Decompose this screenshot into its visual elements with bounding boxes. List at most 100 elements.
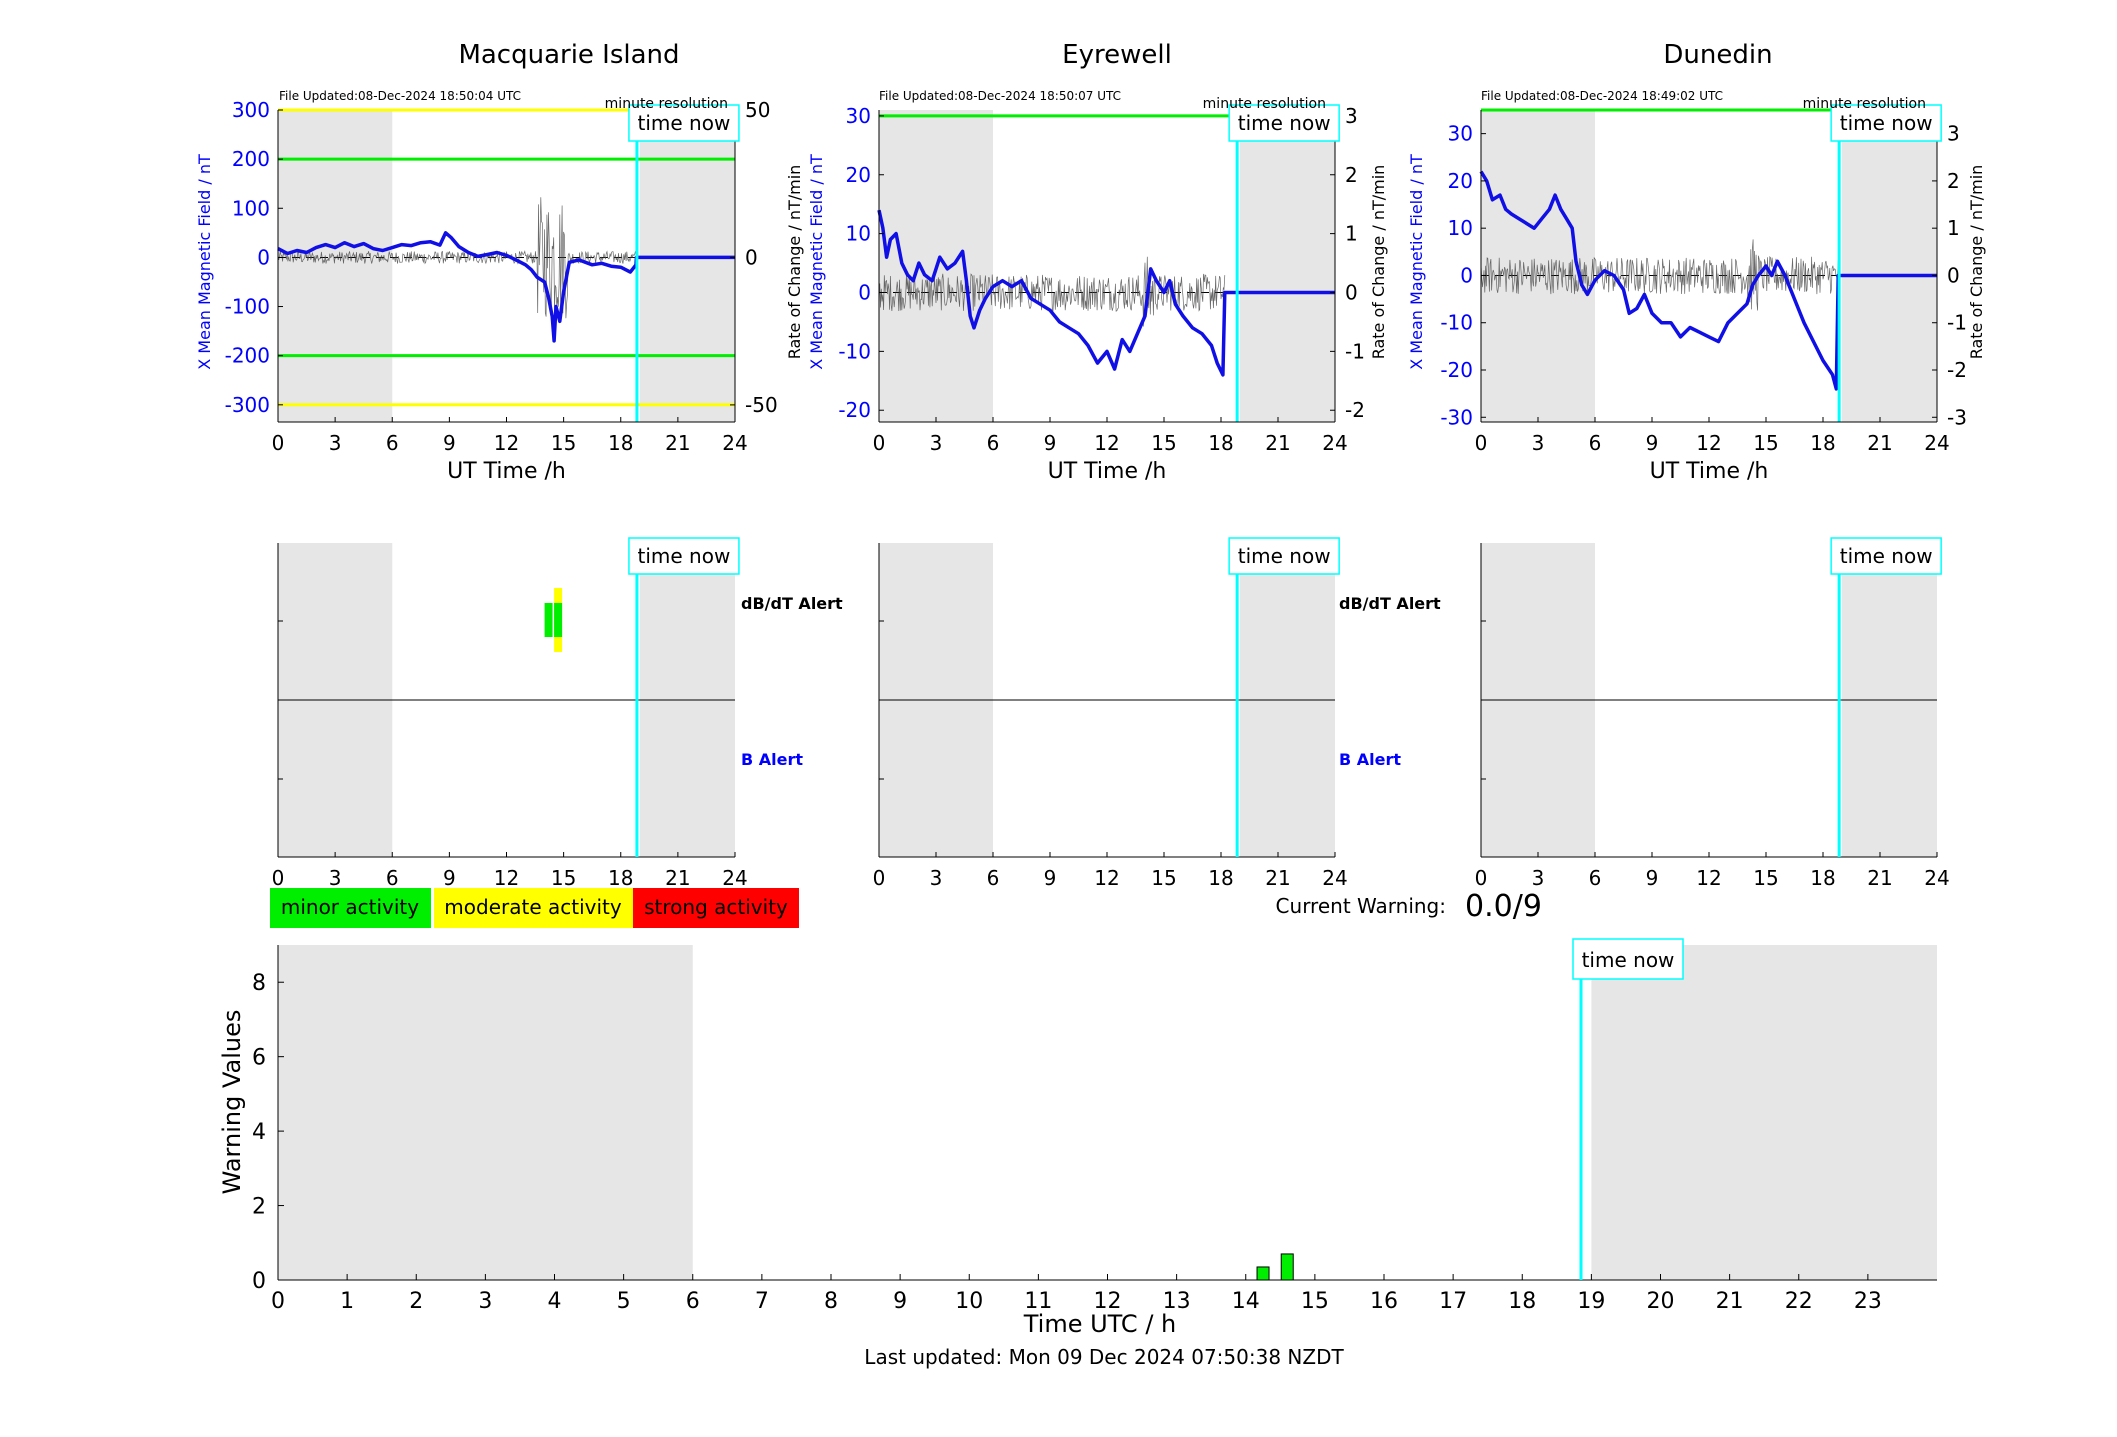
xtick-label: 6 [987,866,1000,890]
ytick-label: -20 [838,398,871,422]
station-title-dunedin: Dunedin [1663,40,1772,70]
last-updated: Last updated: Mon 09 Dec 2024 07:50:38 N… [864,1345,1344,1369]
xtick-label: 24 [722,866,747,890]
warning-xtick-label: 4 [548,1289,562,1314]
ytick-label: 20 [1448,169,1473,193]
xlabel: UT Time /h [1048,459,1167,484]
legend-strong-label: strong activity [644,895,788,919]
xtick-label: 24 [722,431,747,455]
xtick-label: 24 [1322,866,1347,890]
xtick-label: 15 [551,431,576,455]
xtick-label: 15 [1151,431,1176,455]
xtick-label: 9 [1646,866,1659,890]
ytick-label: 200 [232,147,270,171]
warning-xtick-label: 17 [1439,1289,1467,1314]
warning-ytick-label: 0 [252,1269,266,1294]
warning-xtick-label: 19 [1577,1289,1605,1314]
ytick-label: 0 [257,245,270,269]
warning-xtick-label: 23 [1854,1289,1882,1314]
resolution-eyrewell: minute resolution [1203,96,1326,112]
warning-xtick-label: 20 [1647,1289,1675,1314]
ytick-label: -20 [1440,358,1473,382]
warning-ytick-label: 8 [252,971,266,996]
xtick-label: 15 [551,866,576,890]
warning-xtick-label: 11 [1024,1289,1052,1314]
xtick-label: 21 [1265,866,1290,890]
dbdt-alert-label-macquarie: dB/dT Alert [741,594,843,613]
ytick-label: 10 [846,222,871,246]
time-now-box [628,104,740,142]
xtick-label: 15 [1151,866,1176,890]
warning-xtick-label: 7 [755,1289,769,1314]
warning-xtick-label: 15 [1301,1289,1329,1314]
xtick-label: 6 [386,866,399,890]
warning-xtick-label: 12 [1094,1289,1122,1314]
xtick-label: 15 [1753,866,1778,890]
ytick-label: -10 [838,339,871,363]
rate-of-change-trace [1480,239,1839,311]
dbdt-alert-mark [544,603,553,637]
time-now-box [1572,938,1684,980]
ytick-label: -100 [225,295,270,319]
xtick-label: 18 [608,431,633,455]
warning-ylabel: Warning Values [218,1010,246,1195]
ytick-label: -10 [1440,311,1473,335]
warning-xlabel: Time UTC / h [1023,1310,1177,1338]
ytick-label: -300 [225,393,270,417]
xtick-label: 0 [1475,431,1488,455]
shade-layer [278,110,1937,1280]
warning-xtick-label: 0 [271,1289,285,1314]
legend-minor-label: minor activity [281,895,419,919]
warning-xtick-label: 2 [409,1289,423,1314]
file-updated-eyrewell: File Updated:08-Dec-2024 18:50:07 UTC [879,89,1121,103]
warning-xtick-label: 13 [1163,1289,1191,1314]
file-updated-macquarie: File Updated:08-Dec-2024 18:50:04 UTC [279,89,521,103]
xtick-label: 3 [329,431,342,455]
ylabel-field-dunedin: X Mean Magnetic Field / nT [1407,154,1426,370]
warning-bar [1256,1266,1270,1281]
warning-xtick-label: 18 [1508,1289,1536,1314]
rate-tick-label: -50 [745,393,778,417]
xtick-label: 12 [1696,431,1721,455]
legend-moderate-swatch [434,888,633,928]
xlabel: UT Time /h [1650,459,1769,484]
warning-xtick-label: 9 [893,1289,907,1314]
legend-strong-swatch [633,888,799,928]
warning-xtick-label: 22 [1785,1289,1813,1314]
ytick-label: 0 [1460,263,1473,287]
xtick-label: 9 [443,431,456,455]
xtick-label: 12 [1696,866,1721,890]
ylabel-rate-right-eyrewell: Rate of Change / nT/min [1369,165,1388,360]
ytick-label: 30 [846,104,871,128]
ytick-label: 10 [1448,216,1473,240]
time-now-label: time now [1238,544,1331,568]
ylabel-field-eyrewell: X Mean Magnetic Field / nT [807,154,826,370]
rate-tick-label: -2 [1345,398,1365,422]
warning-ytick-label: 4 [252,1120,266,1145]
ytick-label: -200 [225,344,270,368]
file-updated-dunedin: File Updated:08-Dec-2024 18:49:02 UTC [1481,89,1723,103]
xtick-label: 6 [1589,431,1602,455]
xtick-label: 3 [1532,866,1545,890]
time-now-box [628,537,740,575]
rate-tick-label: 0 [745,245,758,269]
night-shade [1240,110,1335,422]
xtick-label: 12 [1094,431,1119,455]
rate-tick-label: -1 [1947,311,1967,335]
current-warning-label: Current Warning: [1276,894,1446,918]
ylabel-field-macquarie: X Mean Magnetic Field / nT [195,154,214,370]
xtick-label: 0 [873,431,886,455]
dbdt-alert-label-eyrewell: dB/dT Alert [1339,594,1441,613]
rate-tick-label: 1 [1947,216,1960,240]
xtick-label: 3 [1532,431,1545,455]
night-shade [1591,945,1937,1280]
xtick-label: 21 [665,431,690,455]
warning-xtick-label: 1 [340,1289,354,1314]
xtick-label: 0 [272,431,285,455]
xtick-label: 6 [1589,866,1602,890]
night-shade [639,110,735,422]
xtick-label: 18 [1810,431,1835,455]
rate-of-change-trace [878,256,1226,327]
